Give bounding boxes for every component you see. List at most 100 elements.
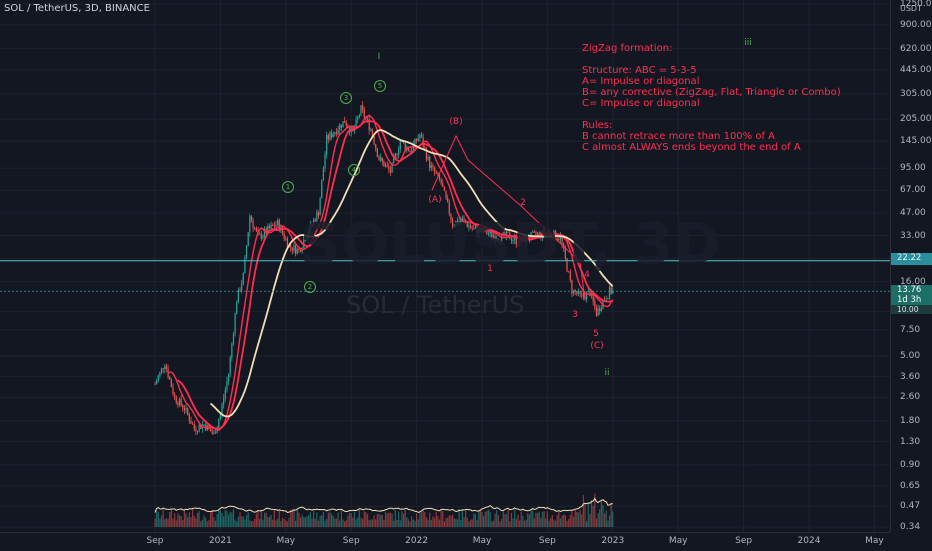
volume-bar [389,512,392,527]
candle-body [249,216,251,233]
candle-body [594,301,596,308]
candle-body [435,172,437,174]
candle-body [301,247,303,252]
candle-body [393,157,395,163]
candle-body [381,157,383,162]
volume-bar [177,513,179,527]
y-tick-label: 33.00 [900,230,926,241]
volume-bar [211,509,213,527]
volume-bar [597,512,599,527]
volume-bar [525,519,527,527]
candle-body [566,258,568,272]
candle-body [456,221,459,224]
candle-body [342,121,344,128]
volume-bar [327,512,329,527]
volume-bar [380,515,382,527]
volume-bar [520,511,522,527]
annotation-line: B= any corrective (ZigZag, Flat, Triangl… [582,87,841,98]
price-chart[interactable] [0,0,890,532]
candle-body [195,428,197,432]
volume-bar [443,521,446,527]
volume-bar [587,503,589,527]
wave-label-subwave: 4 [584,270,590,280]
volume-bar [234,519,236,527]
candle-body [420,134,423,138]
candle-body [558,239,560,241]
chart-plot-area[interactable]: SOLUSDT, 3D SOL / TetherUS SOL / TetherU… [0,0,890,532]
candle-body [187,407,189,415]
volume-bar [294,520,297,527]
candle-body [254,227,256,229]
candle-body [169,377,171,380]
volume-bar [332,515,334,527]
volume-bar [250,521,253,527]
candle-body [221,404,223,414]
candle-body [175,396,177,403]
volume-bar [484,512,486,527]
candle-body [191,423,194,425]
volume-bar [554,520,557,527]
volume-bar [437,516,439,527]
candle-body [170,379,172,388]
candle-body [322,168,325,181]
y-tick-label: 67.00 [900,185,926,196]
volume-bar [272,519,274,527]
wave-label-impulse: 5 [374,80,386,92]
volume-bar [185,513,187,527]
volume-bar [188,512,190,527]
volume-bar [438,519,441,527]
candle-body [536,233,539,235]
volume-bar [469,519,472,527]
volume-bar [330,514,333,527]
volume-bar [406,517,408,527]
candle-body [329,132,331,140]
candle-body [345,122,347,126]
volume-bar [564,515,567,527]
volume-bar [509,521,511,527]
candle-body [294,245,297,254]
candle-body [283,233,285,239]
volume-bar [543,511,545,527]
candle-body [433,167,436,173]
volume-bar [321,515,323,527]
candle-body [586,292,588,300]
volume-bar [399,520,401,527]
candle-body [469,225,472,228]
volume-bar [442,511,444,527]
symbol-title[interactable]: SOL / TetherUS, 3D, BINANCE [4,3,150,14]
candle-body [574,289,576,292]
volume-bar [280,520,282,527]
y-tick-label: 205.00 [900,114,932,125]
volume-bar [195,518,197,527]
volume-bar [244,519,246,527]
candle-body [321,180,323,199]
candle-body [242,273,244,284]
x-tick-label: May [472,536,492,546]
candle-body [466,222,468,227]
candle-body [432,165,434,168]
candle-body [275,224,277,227]
volume-bar [267,517,269,527]
volume-bar [487,509,490,527]
volume-bar [599,509,601,527]
candle-body [497,239,499,242]
volume-bar [319,515,321,527]
volume-bar [589,513,591,527]
wave-label-corrective: (B) [449,117,463,127]
candle-body [198,424,200,432]
volume-bar [229,511,231,527]
time-axis[interactable]: Sep 2021 May Sep 2022 May Sep 2023 May Sep 2024 May [0,532,890,551]
candle-body [447,197,449,203]
x-tick-label: May [276,536,296,546]
candle-body [399,141,401,150]
volume-bar [559,518,562,527]
candle-body [203,424,205,426]
volume-bar [157,511,159,527]
volume-bar [604,513,606,527]
wave-label-major: I [377,52,381,62]
volume-bar [535,512,537,527]
volume-bar [355,519,357,527]
price-axis[interactable]: USDT 0.34 0.47 0.65 0.90 1.30 1.80 2.60 3.60 5.0… [890,0,932,532]
volume-bar [342,519,344,527]
y-tick-label: 1.80 [900,415,921,426]
